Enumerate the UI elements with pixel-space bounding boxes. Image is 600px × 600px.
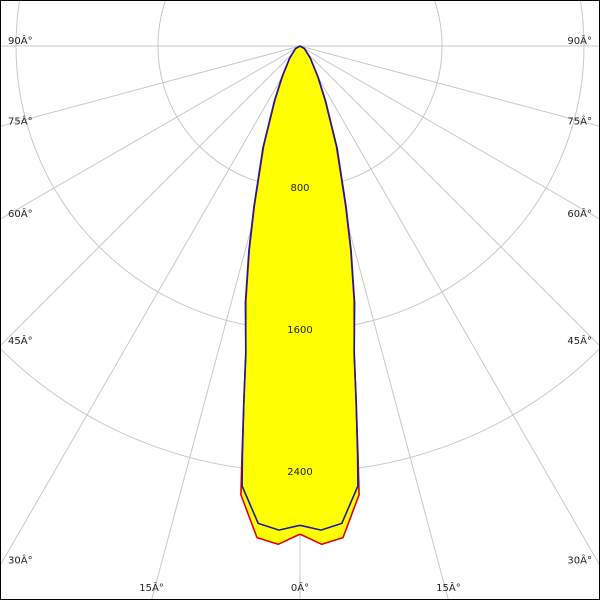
- intensity-curve: [299, 45, 359, 531]
- grid-spoke: [299, 45, 600, 127]
- grid-spoke: [299, 45, 600, 347]
- angle-label: 90Â°: [567, 34, 592, 47]
- angle-label: 15Â°: [436, 581, 461, 594]
- grid-spoke: [0, 45, 301, 127]
- angle-label: 90Â°: [8, 34, 33, 47]
- grid-spoke: [0, 45, 301, 347]
- grid-spoke: [299, 45, 600, 220]
- angle-label: 60Â°: [8, 207, 33, 220]
- grid-spoke: [0, 45, 301, 566]
- angle-label: 45Â°: [8, 334, 33, 347]
- angle-label: 0Â°: [291, 581, 309, 594]
- r-tick-label: 2400: [287, 467, 312, 478]
- r-tick-label: 1600: [287, 325, 312, 336]
- grid-spoke: [0, 45, 301, 220]
- angle-label: 15Â°: [139, 581, 164, 594]
- r-tick-label: 800: [290, 183, 309, 194]
- grid-spoke: [299, 45, 600, 566]
- intensity-curve: [241, 45, 301, 531]
- angle-label: 30Â°: [8, 554, 33, 567]
- angle-label: 60Â°: [567, 207, 592, 220]
- angle-label: 75Â°: [8, 114, 33, 127]
- angle-label: 75Â°: [567, 114, 592, 127]
- angle-label: 30Â°: [567, 554, 592, 567]
- angle-label: 45Â°: [567, 334, 592, 347]
